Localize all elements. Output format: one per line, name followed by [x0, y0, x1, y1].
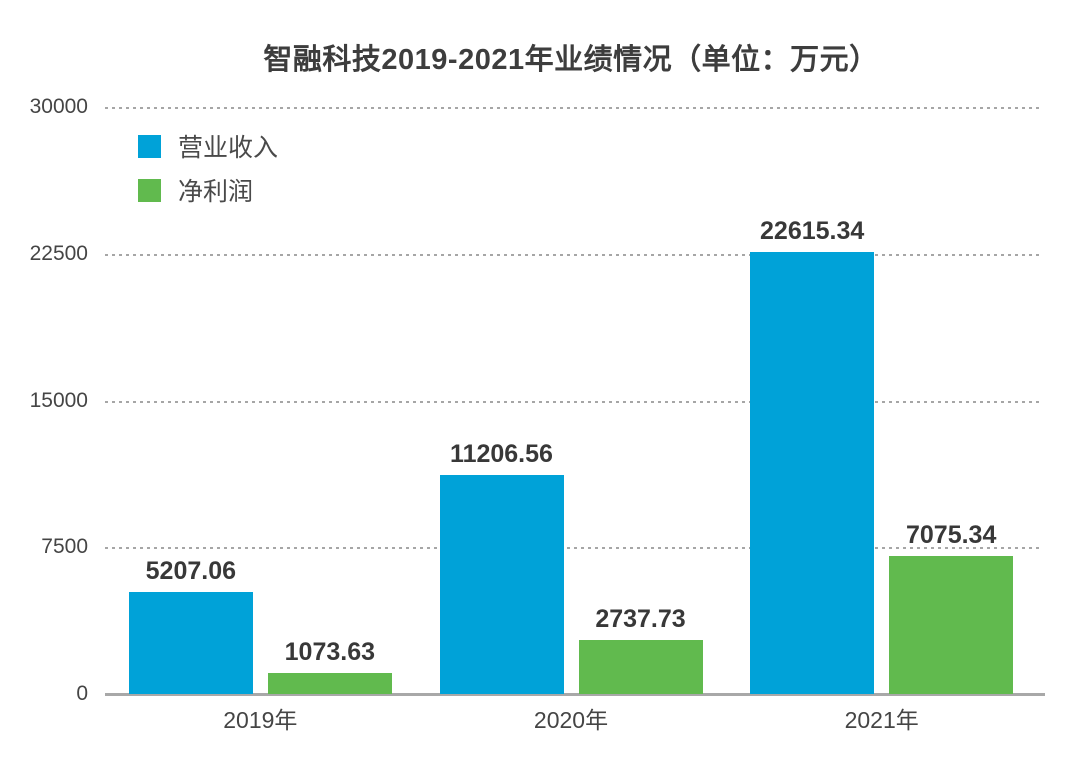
bar-revenue-2019[interactable] [128, 592, 253, 694]
bar-profit-2019[interactable] [267, 673, 392, 694]
legend: 营业收入 净利润 [138, 128, 278, 216]
bar-profit-2020[interactable] [578, 640, 703, 694]
bar-value-label: 5207.06 [145, 557, 237, 586]
x-tick-2019: 2019年 [223, 707, 298, 733]
bar-revenue-2021[interactable] [750, 251, 875, 694]
legend-item-revenue[interactable]: 营业收入 [138, 128, 278, 164]
legend-swatch-revenue-icon [138, 134, 161, 158]
bar-profit-2021[interactable] [889, 555, 1014, 694]
bar-column: 22615.34 [750, 107, 875, 694]
bar-value-label: 2737.73 [595, 605, 686, 634]
y-tick-30000: 30000 [29, 95, 88, 118]
bar-value-label: 11206.56 [450, 439, 553, 468]
bar-group-2020: 11206.56 2737.73 [416, 107, 727, 694]
legend-item-profit[interactable]: 净利润 [138, 172, 278, 208]
bar-revenue-2020[interactable] [439, 474, 564, 694]
bar-value-label: 7075.34 [905, 520, 997, 549]
bar-column: 1073.63 [267, 107, 392, 694]
x-tick-2021: 2021年 [844, 707, 919, 733]
x-axis-labels: 2019年 2020年 2021年 [105, 701, 1037, 735]
chart-title: 智融科技2019-2021年业绩情况（单位：万元） [263, 44, 879, 76]
gridline-30000 [105, 107, 1042, 109]
legend-swatch-profit-icon [138, 178, 161, 202]
bar-value-label: 22615.34 [760, 216, 865, 245]
bar-column: 2737.73 [578, 107, 703, 694]
bar-group-2021: 22615.34 7075.34 [726, 107, 1037, 694]
gridline-15000 [105, 400, 1042, 403]
x-axis-line [105, 693, 1045, 696]
legend-label-revenue: 营业收入 [178, 134, 279, 162]
bar-column: 7075.34 [889, 107, 1014, 694]
bar-column: 11206.56 [439, 107, 564, 694]
x-tick-2020: 2020年 [533, 707, 609, 733]
y-tick-22500: 22500 [29, 241, 88, 265]
y-tick-15000: 15000 [29, 388, 88, 412]
gridline-7500 [105, 547, 1042, 550]
plot-area: 30000 22500 15000 7500 0 5207.06 1073.63… [30, 95, 1045, 705]
bar-group-2019: 5207.06 1073.63 [105, 107, 416, 694]
y-tick-0: 0 [76, 682, 88, 705]
gridline-22500 [105, 253, 1042, 256]
bar-column: 5207.06 [128, 107, 253, 694]
y-tick-7500: 7500 [41, 535, 88, 559]
bar-value-label: 1073.63 [284, 638, 376, 666]
legend-label-profit: 净利润 [178, 178, 254, 206]
bar-groups: 5207.06 1073.63 11206.56 2737.73 [105, 107, 1037, 694]
